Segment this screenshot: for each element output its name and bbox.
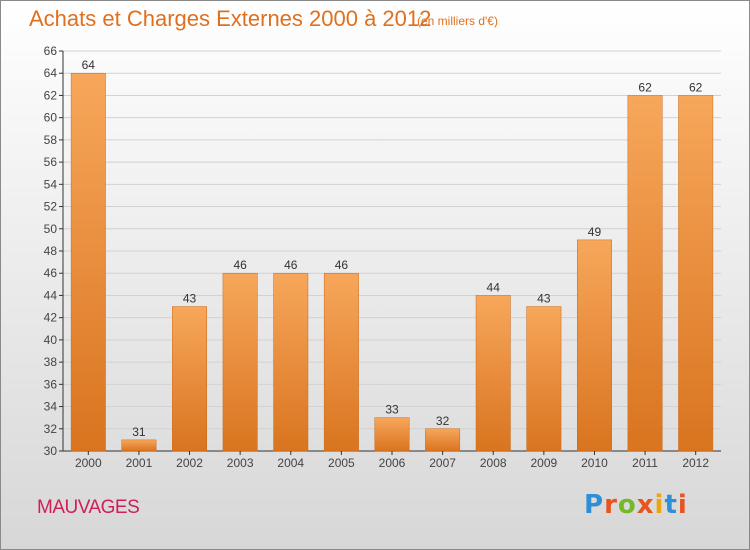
bar xyxy=(425,428,461,452)
y-tick-label: 54 xyxy=(44,177,58,191)
bar-value-label: 62 xyxy=(638,80,652,94)
x-tick-label: 2010 xyxy=(581,456,608,470)
x-tick-label: 2009 xyxy=(530,456,557,470)
y-tick-label: 66 xyxy=(44,44,58,58)
logo-letter: x xyxy=(636,490,655,520)
bar xyxy=(374,417,410,452)
bar-value-label: 64 xyxy=(82,58,96,72)
bar-value-label: 46 xyxy=(335,258,349,272)
x-tick-label: 2001 xyxy=(126,456,153,470)
logo-letter: r xyxy=(604,490,618,520)
y-tick-label: 58 xyxy=(44,133,58,147)
x-tick-label: 2004 xyxy=(277,456,304,470)
x-tick-label: 2005 xyxy=(328,456,355,470)
bar xyxy=(475,295,511,452)
logo-letter: o xyxy=(617,490,637,520)
logo-letter: t xyxy=(664,490,678,520)
y-tick-label: 56 xyxy=(44,155,58,169)
y-tick-label: 32 xyxy=(44,422,58,436)
chart-title: Achats et Charges Externes 2000 à 2012 xyxy=(29,6,432,31)
y-tick-label: 40 xyxy=(44,333,58,347)
y-tick-label: 64 xyxy=(44,66,58,80)
bar-value-label: 46 xyxy=(233,258,247,272)
bar-value-label: 46 xyxy=(284,258,298,272)
y-tick-label: 60 xyxy=(44,111,58,125)
x-tick-label: 2008 xyxy=(480,456,507,470)
y-tick-label: 44 xyxy=(44,288,58,302)
x-tick-label: 2003 xyxy=(227,456,254,470)
bar-value-label: 44 xyxy=(487,280,501,294)
x-tick-label: 2000 xyxy=(75,456,102,470)
bar-value-label: 43 xyxy=(183,292,197,306)
bar xyxy=(121,439,157,452)
bar xyxy=(627,95,663,452)
x-tick-label: 2002 xyxy=(176,456,203,470)
bar xyxy=(172,306,207,452)
bar xyxy=(273,272,309,452)
x-tick-label: 2007 xyxy=(429,456,456,470)
bar xyxy=(526,306,562,452)
x-tick-label: 2006 xyxy=(379,456,406,470)
bar xyxy=(70,72,106,452)
x-tick-label: 2012 xyxy=(682,456,709,470)
proxiti-logo: Proxiti xyxy=(584,490,688,520)
bar-value-label: 32 xyxy=(436,414,450,428)
bar xyxy=(222,272,258,452)
y-tick-label: 46 xyxy=(44,266,58,280)
bar-value-label: 33 xyxy=(385,403,399,417)
bar-value-label: 43 xyxy=(537,292,551,306)
logo-letter: P xyxy=(584,490,605,520)
place-name: MAUVAGES xyxy=(37,497,140,518)
y-tick-label: 30 xyxy=(44,444,58,458)
y-tick-label: 38 xyxy=(44,355,58,369)
y-tick-label: 36 xyxy=(44,377,58,391)
logo-letter: i xyxy=(654,490,665,520)
bar-value-label: 31 xyxy=(132,425,146,439)
y-tick-label: 52 xyxy=(44,200,58,214)
y-tick-label: 62 xyxy=(44,88,58,102)
logo-letter: i xyxy=(677,490,688,520)
bar xyxy=(577,239,612,452)
bar xyxy=(323,272,359,452)
bar-value-label: 49 xyxy=(588,225,602,239)
y-tick-label: 48 xyxy=(44,244,58,258)
y-tick-label: 42 xyxy=(44,311,58,325)
y-tick-label: 50 xyxy=(44,222,58,236)
y-tick-label: 34 xyxy=(44,400,58,414)
bar-value-label: 62 xyxy=(689,80,703,94)
bar xyxy=(678,95,714,452)
x-tick-label: 2011 xyxy=(632,456,658,470)
chart-subtitle: (en milliers d'€) xyxy=(417,14,498,28)
